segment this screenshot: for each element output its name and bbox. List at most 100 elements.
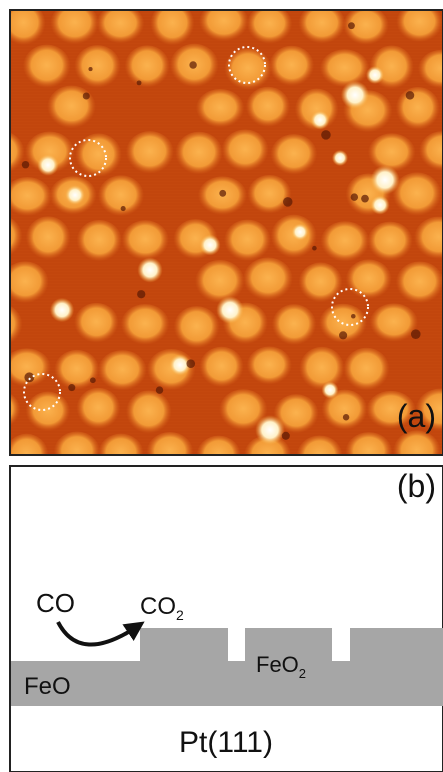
island (0, 431, 1, 476)
dark-defect (156, 386, 163, 393)
dark-defect (283, 197, 293, 207)
island (343, 348, 389, 393)
island (272, 304, 317, 347)
island (174, 306, 220, 350)
island (370, 303, 419, 343)
island (269, 46, 314, 88)
island (126, 131, 174, 176)
island (0, 91, 2, 132)
island (23, 45, 71, 91)
reactant-label: CO (36, 588, 75, 618)
dark-defect (321, 130, 331, 140)
island (98, 175, 144, 218)
dark-defect (22, 161, 29, 168)
bright-spot (322, 382, 339, 399)
island (196, 89, 245, 130)
bright-spot (332, 150, 348, 166)
dark-defect (348, 22, 355, 29)
bright-spot (341, 81, 369, 109)
island (299, 347, 344, 393)
bright-spot (370, 165, 399, 194)
island (76, 220, 122, 264)
bright-spot (310, 110, 329, 129)
dark-defect (219, 190, 226, 197)
island (246, 87, 291, 129)
bright-spot (137, 257, 162, 282)
island (367, 222, 412, 263)
island (199, 347, 244, 390)
island (150, 2, 194, 48)
feo2-text: FeO (256, 652, 299, 677)
dark-defect (121, 206, 126, 211)
feo-layer (11, 661, 443, 706)
dark-defect (90, 377, 96, 383)
dark-defect (361, 195, 369, 203)
island (298, 262, 342, 304)
island (396, 261, 443, 305)
island (270, 134, 317, 177)
dark-defect (339, 331, 347, 339)
dark-defect (351, 193, 358, 200)
product-text: CO (140, 593, 176, 620)
island (175, 132, 223, 177)
island (221, 129, 268, 173)
bright-spot (37, 154, 59, 176)
feo2-label: FeO2 (256, 652, 306, 681)
stm-image (0, 2, 443, 523)
bright-spot (200, 235, 221, 256)
island (346, 259, 392, 301)
island (247, 347, 292, 387)
island (98, 350, 147, 392)
bright-spot (50, 298, 74, 322)
dark-defect (137, 80, 142, 85)
island (47, 86, 96, 131)
dark-defect (406, 91, 415, 100)
island (74, 303, 119, 345)
bright-spot (366, 66, 384, 84)
island (76, 388, 120, 431)
product-subscript: 2 (176, 607, 184, 623)
bright-spot (255, 415, 285, 445)
island (124, 45, 169, 89)
panel-label: (a) (397, 398, 436, 434)
dark-defect (312, 246, 317, 251)
bright-spot (370, 195, 389, 214)
island (224, 220, 271, 264)
island (1, 261, 49, 305)
bright-spot (65, 185, 85, 205)
substrate-label: Pt(111) (179, 726, 273, 759)
figure: (a) (b) CO CO2 FeO FeO2 Pt(111) (0, 0, 443, 772)
dark-defect (343, 414, 349, 420)
island (54, 350, 99, 392)
feo2-island (350, 628, 443, 662)
island (126, 391, 172, 436)
dark-defect (24, 372, 34, 382)
island (74, 45, 121, 90)
dark-defect (351, 314, 356, 319)
bright-spot (291, 223, 308, 240)
dark-defect (68, 384, 75, 391)
island (26, 216, 71, 262)
panel-label: (b) (397, 468, 436, 504)
feo-label: FeO (24, 673, 71, 700)
island (392, 173, 441, 219)
island (121, 220, 169, 262)
island (1, 2, 45, 47)
island (396, 87, 440, 132)
dark-defect (189, 61, 196, 68)
island (199, 2, 249, 43)
feo2-island (140, 628, 228, 662)
island (396, 3, 443, 44)
island (26, 392, 71, 434)
island (320, 221, 369, 264)
island (243, 257, 293, 302)
bright-spot (216, 296, 244, 324)
dark-defect (83, 92, 90, 99)
island (247, 175, 291, 216)
feo2-subscript: 2 (299, 666, 306, 681)
dark-defect (137, 290, 145, 298)
island (121, 304, 170, 347)
dark-defect (411, 329, 421, 339)
dark-defect (282, 432, 290, 440)
dark-defect (88, 67, 92, 71)
